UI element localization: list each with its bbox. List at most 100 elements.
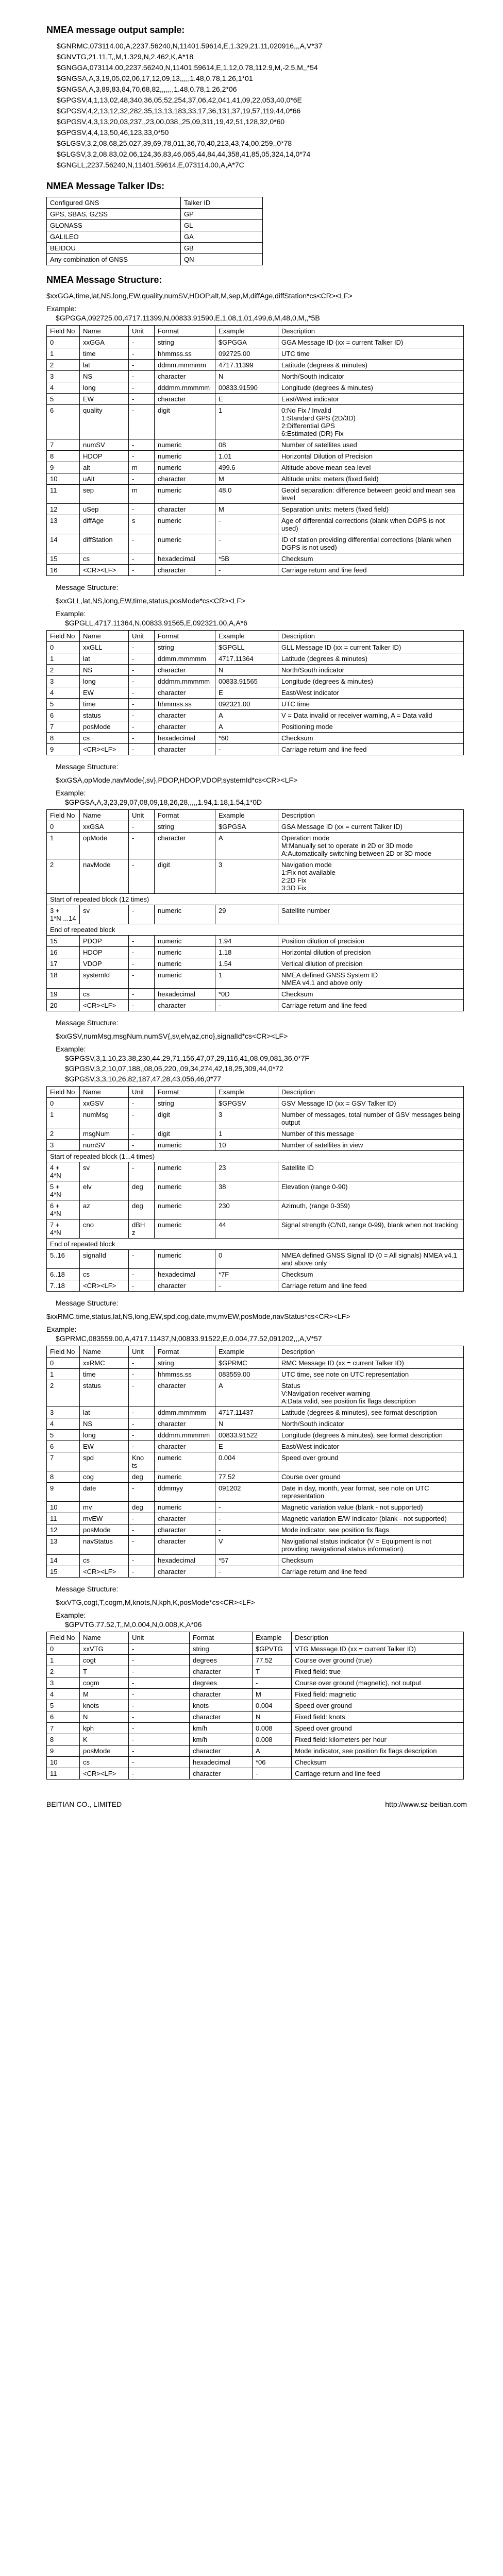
table-header-cell: Name [80,631,129,642]
table-cell: long [80,382,129,394]
gsa-subhead: Message Structure: [56,762,467,771]
table-cell: Any combination of GNSS [47,254,181,265]
table-header-cell: Example [215,1087,278,1098]
table-cell: 23 [215,1162,278,1181]
gsa-example-label: Example: [56,789,467,797]
table-cell: <CR><LF> [80,1768,129,1780]
heading-talker: NMEA Message Talker IDs: [46,181,467,192]
sample-line: $GPGSV,4,4,13,50,46,123,33,0*50 [57,127,467,138]
table-header-cell: Field No [47,326,80,337]
table-cell: - [129,947,155,958]
table-header-cell: Description [278,1346,464,1358]
table-cell: 19 [47,989,80,1000]
table-cell: - [129,1536,155,1555]
table-cell: - [129,504,155,515]
table-cell: - [129,1723,190,1734]
table-cell: deg [129,1502,155,1513]
footer: BEITIAN CO., LIMITED http://www.sz-beiti… [0,1795,503,1808]
table-cell: az [80,1200,129,1219]
table-cell: numeric [155,1502,215,1513]
table-cell: 3 [47,676,80,687]
table-cell: *7F [215,1269,278,1280]
table-cell: - [129,360,155,371]
table-cell: numeric [155,936,215,947]
table-cell: character [190,1768,253,1780]
table-cell: lat [80,360,129,371]
table-cell: 0.004 [215,1452,278,1471]
table-cell: 1.54 [215,958,278,970]
table-cell: posMode [80,721,129,733]
table-cell: HDOP [80,947,129,958]
table-cell: N [80,1711,129,1723]
table-cell: GALILEO [47,231,181,243]
table-cell: 0 [47,1098,80,1109]
table-cell: $GPGSA [215,821,278,833]
table-cell: PDOP [80,936,129,947]
table-cell: 4717.11437 [215,1407,278,1418]
table-cell: $GPGSV [215,1098,278,1109]
table-cell: time [80,348,129,360]
table-cell: VDOP [80,958,129,970]
table-cell: Checksum [278,989,464,1000]
table-cell: - [129,676,155,687]
table-cell: Horizontal dilution of precision [278,947,464,958]
heading-sample: NMEA message output sample: [46,25,467,36]
table-cell: - [129,1700,190,1711]
table-cell: hhmmss.ss [155,699,215,710]
table-cell: cs [80,1555,129,1566]
table-header-cell: Format [190,1632,253,1643]
table-cell: dddmm.mmmmm [155,382,215,394]
table-cell: character [155,1418,215,1430]
table-cell: NS [80,1418,129,1430]
table-cell: N [215,1418,278,1430]
table-cell: hhmmss.ss [155,1369,215,1380]
table-cell: 3 [47,371,80,382]
table-cell: - [129,1441,155,1452]
table-cell: Position dilution of precision [278,936,464,947]
table-header-cell: Unit [129,1632,190,1643]
table-cell: East/West indicator [278,1441,464,1452]
table-header-cell: Unit [129,1087,155,1098]
table-cell: signalId [80,1250,129,1269]
table-cell: character [190,1711,253,1723]
table-cell: <CR><LF> [80,565,129,576]
table-cell: opMode [80,833,129,859]
table-cell: 5 [47,699,80,710]
table-cell: 00833.91565 [215,676,278,687]
table-cell: hexadecimal [155,989,215,1000]
table-cell: character [155,1513,215,1524]
table-cell: time [80,1369,129,1380]
table-cell: - [129,1369,155,1380]
table-cell: degrees [190,1655,253,1666]
table-cell: 1 [215,970,278,989]
table-cell: M [80,1689,129,1700]
table-cell: character [155,833,215,859]
table-cell: character [155,394,215,405]
table-cell: <CR><LF> [80,1000,129,1011]
table-cell: 8 [47,451,80,462]
table-cell: - [129,1555,155,1566]
table-header-cell: Field No [47,1346,80,1358]
table-cell: numeric [155,1471,215,1483]
table-cell: character [155,744,215,755]
table-cell: - [129,1380,155,1407]
table-cell: Navigational status indicator (V = Equip… [278,1536,464,1555]
table-cell: UTC time [278,699,464,710]
table-cell: North/South indicator [278,371,464,382]
sample-line: $GNVTG,21.11,T,,M,1.329,N,2.462,K,A*18 [57,52,467,62]
table-cell: - [129,1250,155,1269]
repeat-start: Start of repeated block (12 times) [47,894,464,905]
table-cell: dddmm.mmmmm [155,676,215,687]
table-cell: 1.18 [215,947,278,958]
table-cell: VTG Message ID (xx = current Talker ID) [292,1643,464,1655]
table-header-cell: Name [80,1346,129,1358]
table-cell: time [80,699,129,710]
table-cell: hhmmss.ss [155,348,215,360]
table-cell: $GPGLL [215,642,278,653]
table-cell: 4 [47,687,80,699]
table-cell: Signal strength (C/N0, range 0-99), blan… [278,1219,464,1239]
table-cell: numeric [155,958,215,970]
table-cell: - [215,1566,278,1578]
gll-example: $GPGLL,4717.11364,N,00833.91565,E,092321… [65,619,467,627]
table-cell: N [215,665,278,676]
